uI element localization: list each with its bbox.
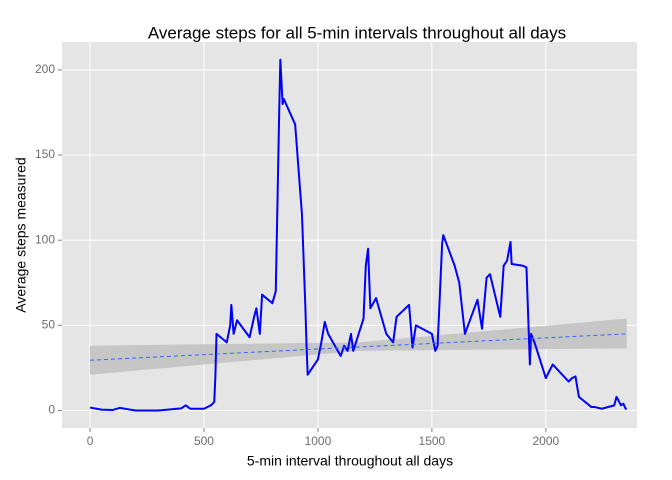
y-tick-label: 200 — [35, 62, 55, 76]
x-tick-label: 0 — [87, 434, 94, 448]
trend-line — [90, 333, 627, 361]
y-tick-label: 150 — [35, 147, 55, 161]
y-tick-label: 50 — [42, 317, 56, 331]
y-tick-label: 0 — [48, 403, 55, 417]
y-axis-label: Average steps measured — [13, 157, 29, 312]
data-line — [89, 58, 627, 412]
x-axis-label: 5-min interval throughout all days — [247, 453, 453, 469]
x-tick-label: 1000 — [305, 434, 332, 448]
x-tick-label: 2000 — [532, 434, 559, 448]
x-tick-label: 1500 — [419, 434, 446, 448]
y-tick-label: 100 — [35, 232, 55, 246]
x-tick-label: 500 — [194, 434, 214, 448]
chart-title: Average steps for all 5-min intervals th… — [148, 23, 566, 42]
